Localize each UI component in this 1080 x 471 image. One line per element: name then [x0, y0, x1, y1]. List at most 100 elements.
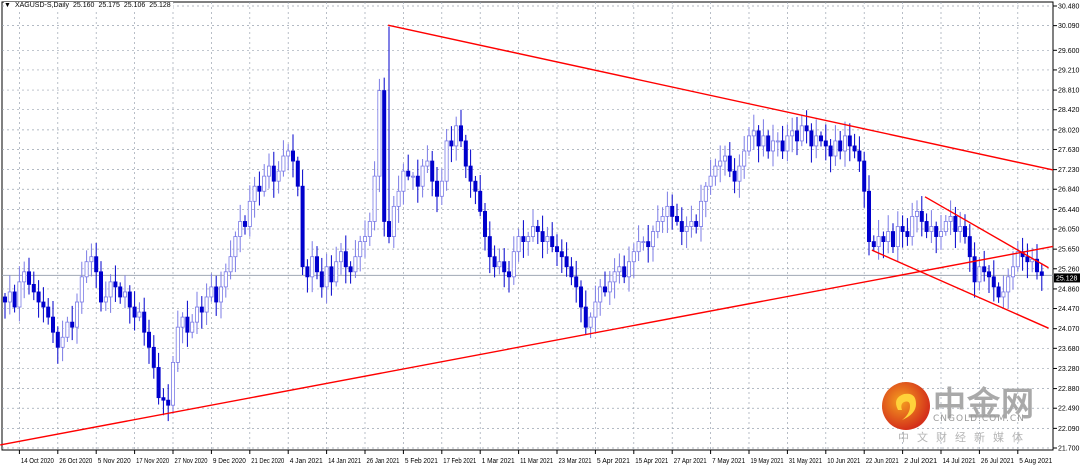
- bull-candle: [377, 90, 382, 177]
- bull-candle: [588, 316, 593, 328]
- bear-candle: [482, 210, 487, 237]
- bear-candle: [574, 276, 579, 288]
- bull-candle: [338, 251, 343, 263]
- bull-candle: [175, 326, 180, 363]
- bear-candle: [386, 221, 391, 237]
- y-tick-label: 23.680: [1058, 346, 1080, 353]
- bull-candle: [454, 125, 459, 147]
- bear-candle: [51, 316, 56, 333]
- bear-candle: [766, 135, 771, 152]
- x-tick-label: 5 Nov 2020: [98, 458, 131, 465]
- bull-candle: [252, 185, 257, 202]
- open-value: 25.160: [73, 2, 95, 9]
- y-tick-label: 25.650: [1058, 247, 1080, 254]
- bull-candle: [886, 231, 891, 242]
- bull-candle: [627, 261, 632, 278]
- bear-candle: [852, 145, 857, 152]
- bear-candle: [430, 160, 435, 182]
- bear-candle: [132, 306, 137, 318]
- bull-candle: [233, 236, 238, 258]
- trend-line: [387, 24, 1054, 171]
- low-value: 25.106: [123, 2, 146, 9]
- bear-candle: [127, 291, 132, 308]
- bull-candle: [223, 271, 228, 288]
- bull-candle: [713, 165, 718, 177]
- bull-candle: [391, 205, 396, 237]
- symbol-label: XAGUSD-S,Daily: [14, 2, 70, 9]
- bull-candle: [89, 256, 94, 263]
- bear-candle: [809, 130, 814, 147]
- y-tick-label: 29.600: [1058, 48, 1080, 55]
- bear-candle: [838, 140, 843, 152]
- bull-candle: [204, 296, 209, 313]
- bear-candle: [900, 226, 905, 232]
- bull-candle: [531, 226, 536, 237]
- bear-candle: [727, 155, 732, 172]
- trend-line: [871, 249, 1049, 329]
- bull-candle: [334, 261, 339, 283]
- bull-candle: [526, 236, 531, 242]
- bear-candle: [166, 399, 171, 406]
- bear-candle: [550, 236, 555, 248]
- trend-line: [924, 196, 1049, 269]
- bear-candle: [991, 276, 996, 288]
- bull-candle: [723, 155, 728, 162]
- bull-candle: [876, 236, 881, 248]
- y-tick-label: 23.280: [1058, 366, 1080, 373]
- bull-candle: [17, 281, 22, 308]
- bear-candle: [478, 190, 483, 212]
- x-tick-label: 26 Jan 2021: [367, 458, 400, 465]
- bull-candle: [703, 185, 708, 202]
- x-tick-label: 11 Mar 2021: [520, 458, 553, 465]
- bear-candle: [214, 286, 219, 303]
- bull-candle: [843, 135, 848, 152]
- bear-candle: [319, 271, 324, 288]
- bear-candle: [891, 231, 896, 248]
- bear-candle: [113, 281, 118, 288]
- bear-candle: [463, 140, 468, 167]
- bull-candle: [353, 256, 358, 273]
- bull-candle: [665, 205, 670, 217]
- watermark-logo: 中金网 CNGOLD.COM.CN 中文财经新媒体: [880, 376, 1050, 446]
- bear-candle: [646, 241, 651, 248]
- bull-candle: [977, 266, 982, 283]
- bear-candle: [142, 311, 147, 333]
- bull-candle: [367, 221, 372, 237]
- bear-candle: [382, 90, 387, 222]
- bear-candle: [434, 180, 439, 197]
- bull-candle: [747, 135, 752, 152]
- bear-candle: [473, 180, 478, 192]
- bear-candle: [569, 266, 574, 278]
- bull-candle: [497, 261, 502, 268]
- bear-candle: [94, 256, 99, 273]
- bull-candle: [324, 266, 329, 288]
- bear-candle: [670, 205, 675, 217]
- current-price-label: 25.128: [1056, 275, 1078, 282]
- bear-candle: [857, 150, 862, 162]
- y-tick-label: 28.420: [1058, 107, 1080, 114]
- dropdown-triangle-icon[interactable]: ▼: [4, 2, 11, 9]
- bear-candle: [919, 210, 924, 222]
- x-tick-label: 5 Aug 2021: [1019, 458, 1052, 465]
- x-tick-label: 14 Jan 2021: [328, 458, 361, 465]
- bull-candle: [511, 251, 516, 278]
- trend-line: [0, 245, 1054, 446]
- bull-candle: [247, 200, 252, 227]
- bear-candle: [492, 256, 497, 268]
- bull-candle: [420, 165, 425, 187]
- bear-candle: [559, 251, 564, 258]
- bull-candle: [396, 190, 401, 207]
- y-tick-label: 30.090: [1058, 23, 1080, 30]
- bull-candle: [612, 271, 617, 283]
- bear-candle: [579, 286, 584, 308]
- watermark-slogan: 中文财经新媒体: [898, 431, 1031, 444]
- bull-candle: [1001, 291, 1006, 298]
- bear-candle: [564, 256, 569, 268]
- bull-candle: [751, 130, 756, 137]
- bull-candle: [684, 226, 689, 232]
- bear-candle: [996, 286, 1001, 298]
- y-tick-label: 26.050: [1058, 227, 1080, 234]
- bull-candle: [194, 306, 199, 323]
- bull-candle: [1030, 258, 1035, 263]
